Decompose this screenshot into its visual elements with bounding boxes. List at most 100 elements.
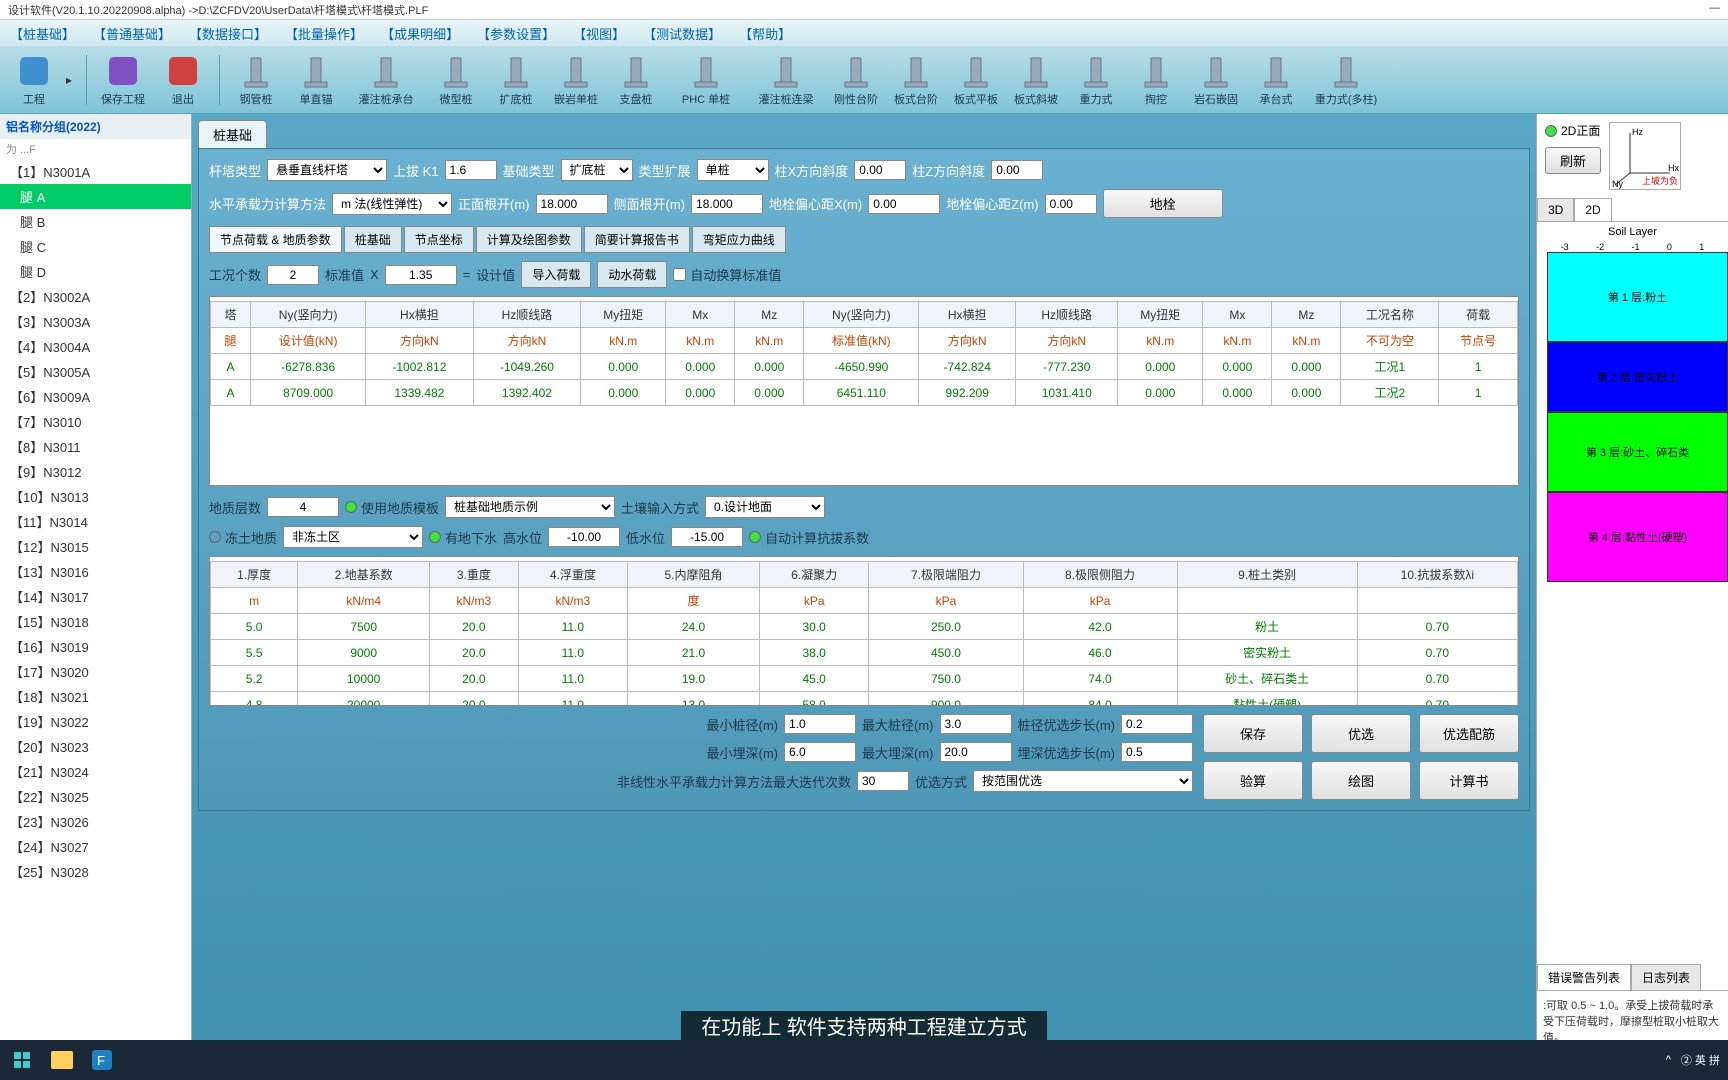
import-load-button[interactable]: 导入荷载	[521, 261, 591, 288]
tool-扩底桩[interactable]: 扩底桩	[488, 48, 544, 112]
tool-工程[interactable]: 工程	[6, 48, 62, 112]
tab-3d[interactable]: 3D	[1537, 198, 1574, 221]
opt-method-select[interactable]: 按范围优选	[973, 770, 1193, 792]
min-diam-input[interactable]	[784, 714, 856, 734]
explorer-icon[interactable]	[48, 1046, 76, 1074]
sidebar-item[interactable]: 【9】N3012	[0, 459, 191, 484]
app-icon[interactable]: F	[88, 1046, 116, 1074]
geo-table[interactable]: 1.厚度2.地基系数3.重度4.浮重度5.内摩阻角6.凝聚力7.极限端阻力8.极…	[210, 561, 1518, 706]
tool-板式台阶[interactable]: 板式台阶	[888, 48, 944, 112]
sidebar-item[interactable]: 【22】N3025	[0, 784, 191, 809]
front-span-input[interactable]	[536, 194, 608, 214]
sidebar-item[interactable]: 【24】N3027	[0, 834, 191, 859]
action-计算书[interactable]: 计算书	[1419, 761, 1519, 800]
subtab[interactable]: 节点坐标	[404, 226, 474, 253]
tab-2d[interactable]: 2D	[1574, 198, 1611, 221]
tool-掏挖[interactable]: 掏挖	[1128, 48, 1184, 112]
sidebar-item[interactable]: 腿 D	[0, 259, 191, 284]
tool-板式斜坡[interactable]: 板式斜坡	[1008, 48, 1064, 112]
menu-item[interactable]: 【桩基础】	[10, 24, 75, 43]
subtab[interactable]: 计算及绘图参数	[476, 226, 582, 253]
action-绘图[interactable]: 绘图	[1311, 761, 1411, 800]
tool-岩石嵌固[interactable]: 岩石嵌固	[1188, 48, 1244, 112]
tool-板式平板[interactable]: 板式平板	[948, 48, 1004, 112]
refresh-button[interactable]: 刷新	[1545, 147, 1601, 174]
sidebar-item[interactable]: 【8】N3011	[0, 434, 191, 459]
force-table[interactable]: 塔Ny(竖向力)Hx横担Hz顺线路My扭矩MxMzNy(竖向力)Hx横担Hz顺线…	[210, 301, 1518, 406]
sidebar-item[interactable]: 【14】N3017	[0, 584, 191, 609]
sidebar-item[interactable]: 【1】N3001A	[0, 159, 191, 184]
sidebar-item[interactable]: 【13】N3016	[0, 559, 191, 584]
tool-承台式[interactable]: 承台式	[1248, 48, 1304, 112]
sidebar-item[interactable]: 【15】N3018	[0, 609, 191, 634]
log-tab[interactable]: 日志列表	[1631, 964, 1701, 990]
error-tab[interactable]: 错误警告列表	[1537, 964, 1631, 990]
high-water-input[interactable]	[548, 527, 620, 547]
max-diam-input[interactable]	[940, 714, 1012, 734]
auto-uplift-check[interactable]	[749, 531, 761, 543]
menu-item[interactable]: 【帮助】	[739, 24, 791, 43]
layer-count-input[interactable]	[267, 497, 339, 517]
depth-step-input[interactable]	[1121, 742, 1193, 762]
k1-input[interactable]	[445, 160, 497, 180]
sidebar-item[interactable]: 【4】N3004A	[0, 334, 191, 359]
sidebar-item[interactable]: 【7】N3010	[0, 409, 191, 434]
side-span-input[interactable]	[691, 194, 763, 214]
iter-input[interactable]	[857, 771, 909, 791]
tool-灌注桩连梁[interactable]: 灌注桩连梁	[748, 48, 824, 112]
tool-保存工程[interactable]: 保存工程	[95, 48, 151, 112]
slope-z-input[interactable]	[991, 160, 1043, 180]
subtab[interactable]: 桩基础	[344, 226, 402, 253]
soil-input-select[interactable]: 0.设计地面	[705, 496, 825, 518]
frozen-select[interactable]: 非冻土区	[283, 526, 423, 548]
min-depth-input[interactable]	[784, 742, 856, 762]
sidebar-item[interactable]: 腿 A	[0, 184, 191, 209]
foundation-type-select[interactable]: 扩底桩	[561, 159, 633, 181]
sidebar-item[interactable]: 【3】N3003A	[0, 309, 191, 334]
tool-微型桩[interactable]: 微型桩	[428, 48, 484, 112]
tool-钢管桩[interactable]: 钢管桩	[228, 48, 284, 112]
anchor-button[interactable]: 地栓	[1103, 189, 1223, 218]
sidebar-item[interactable]: 【5】N3005A	[0, 359, 191, 384]
main-tab[interactable]: 桩基础	[198, 120, 267, 148]
tool-灌注桩承台[interactable]: 灌注桩承台	[348, 48, 424, 112]
max-depth-input[interactable]	[940, 742, 1012, 762]
ecc-x-input[interactable]	[868, 194, 940, 214]
action-优选[interactable]: 优选	[1311, 714, 1411, 753]
sidebar-item[interactable]: 腿 B	[0, 209, 191, 234]
tool-重力式(多柱)[interactable]: 重力式(多柱)	[1308, 48, 1384, 112]
menu-item[interactable]: 【测试数据】	[643, 24, 721, 43]
tool-嵌岩单桩[interactable]: 嵌岩单桩	[548, 48, 604, 112]
action-优选配筋[interactable]: 优选配筋	[1419, 714, 1519, 753]
ext-type-select[interactable]: 单桩	[697, 159, 769, 181]
ime-indicator[interactable]: ② 英 拼	[1681, 1052, 1720, 1068]
sidebar-item[interactable]: 【25】N3028	[0, 859, 191, 884]
geo-template-select[interactable]: 桩基础地质示例	[445, 496, 615, 518]
sidebar-item[interactable]: 【18】N3021	[0, 684, 191, 709]
menu-item[interactable]: 【普通基础】	[93, 24, 171, 43]
minimize-icon[interactable]: —	[1709, 2, 1720, 17]
sidebar-item[interactable]: 【17】N3020	[0, 659, 191, 684]
sidebar-item[interactable]: 【6】N3009A	[0, 384, 191, 409]
menu-item[interactable]: 【批量操作】	[285, 24, 363, 43]
low-water-input[interactable]	[671, 527, 743, 547]
menu-item[interactable]: 【成果明细】	[381, 24, 459, 43]
ecc-z-input[interactable]	[1045, 194, 1097, 214]
factor-input[interactable]	[385, 265, 457, 285]
tray-up-icon[interactable]: ^	[1666, 1054, 1671, 1066]
case-count-input[interactable]	[267, 265, 319, 285]
sidebar-item[interactable]: 【16】N3019	[0, 634, 191, 659]
auto-convert-check[interactable]	[673, 268, 686, 281]
sidebar-item[interactable]: 【21】N3024	[0, 759, 191, 784]
menu-item[interactable]: 【视图】	[573, 24, 625, 43]
start-icon[interactable]	[8, 1046, 36, 1074]
groundwater-check[interactable]	[429, 531, 441, 543]
tool-支盘桩[interactable]: 支盘桩	[608, 48, 664, 112]
tool-退出[interactable]: 退出	[155, 48, 211, 112]
sidebar-item[interactable]: 腿 C	[0, 234, 191, 259]
use-template-check[interactable]	[345, 501, 357, 513]
tool-PHC 单桩[interactable]: PHC 单桩	[668, 48, 744, 112]
tower-type-select[interactable]: 悬垂直线杆塔	[267, 159, 387, 181]
subtab[interactable]: 节点荷载 & 地质参数	[209, 226, 342, 253]
subtab[interactable]: 弯矩应力曲线	[692, 226, 786, 253]
